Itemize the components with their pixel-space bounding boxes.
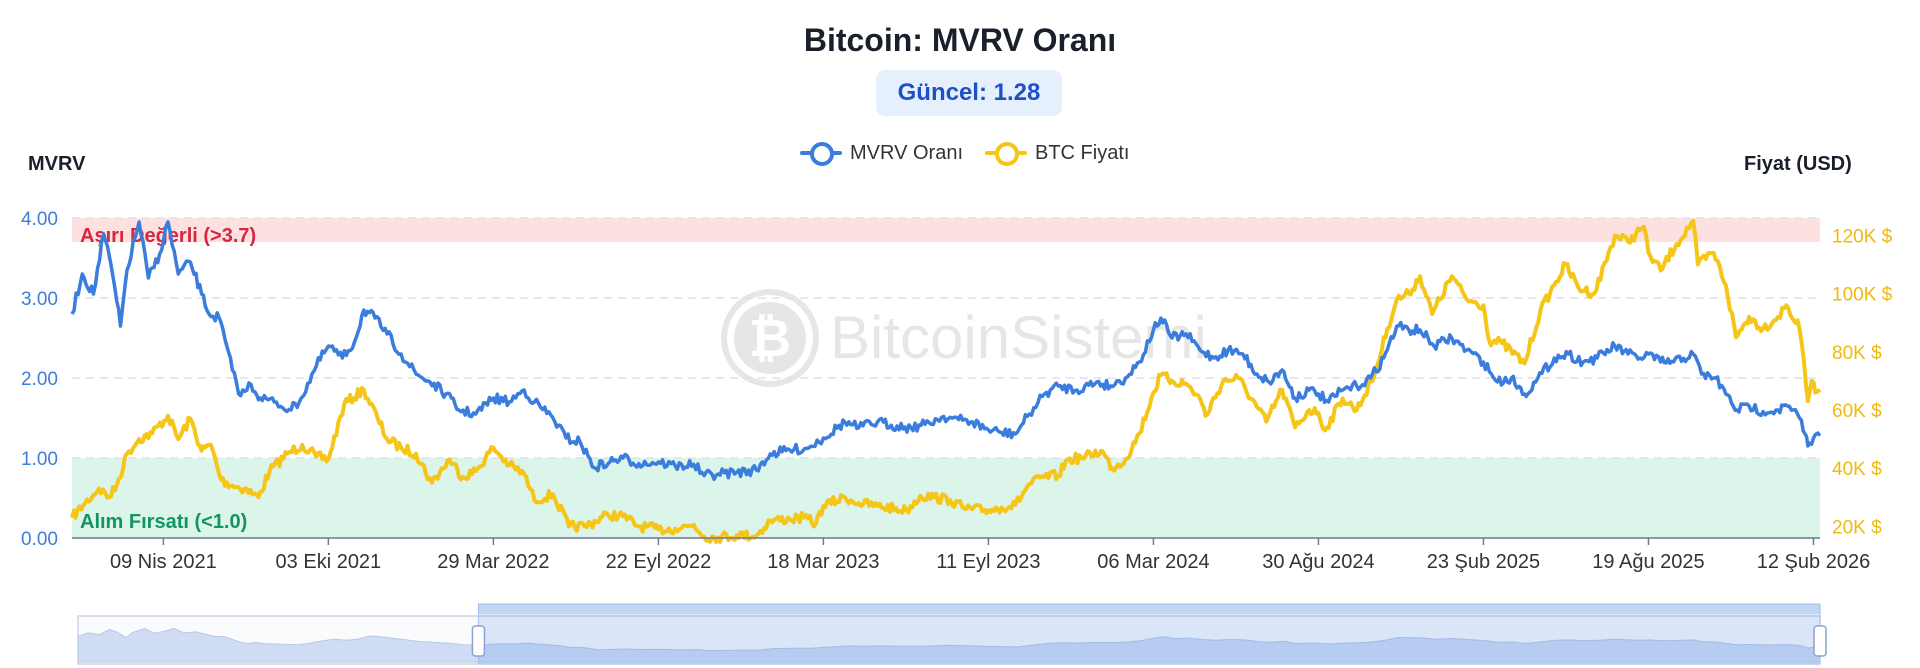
y-right-tick-label: 40K $ — [1832, 459, 1882, 480]
y-right-tick-label: 60K $ — [1832, 401, 1882, 422]
series-layer — [70, 218, 1822, 544]
watermark-ring — [721, 289, 819, 387]
x-tick-label: 12 Şub 2026 — [1757, 551, 1870, 573]
legend-btc-marker — [985, 140, 1027, 166]
series-line-btc-price — [70, 218, 1822, 544]
navigator[interactable] — [77, 603, 1827, 665]
x-tick-label: 03 Eki 2021 — [276, 551, 382, 573]
y-left-tick-label: 0.00 — [21, 529, 58, 550]
legend-mvrv-marker — [800, 140, 842, 166]
legend-item-btc-price[interactable]: BTC Fiyatı — [985, 140, 1129, 166]
y-right-tick-label: 80K $ — [1832, 343, 1882, 364]
y-left-tick-label: 3.00 — [21, 289, 58, 310]
x-tick-label: 23 Şub 2025 — [1427, 551, 1540, 573]
watermark-coin — [734, 302, 806, 374]
y-left-tick-label: 4.00 — [21, 209, 58, 230]
navigator-handle-right[interactable] — [1813, 625, 1827, 657]
x-tick-label: 06 Mar 2024 — [1097, 551, 1209, 573]
x-tick-label: 22 Eyl 2022 — [606, 551, 712, 573]
series-line-mvrv — [70, 220, 1822, 482]
legend-btc-label: BTC Fiyatı — [1035, 141, 1130, 164]
x-tick-label: 19 Ağu 2025 — [1592, 551, 1704, 573]
navigator-drag-bar[interactable] — [478, 604, 1820, 614]
legend-item-mvrv[interactable]: MVRV Oranı — [800, 140, 963, 166]
band-overvalued — [72, 218, 1820, 242]
y-axis-left-title: MVRV — [28, 153, 86, 175]
x-tick-label: 18 Mar 2023 — [767, 551, 879, 573]
watermark-text: BitcoinSistemi — [830, 304, 1207, 371]
y-right-tick-label: 120K $ — [1832, 226, 1893, 247]
navigator-area — [77, 627, 1821, 663]
x-tick-label: 11 Eyl 2023 — [936, 551, 1040, 573]
watermark-coin-symbol: ₿ — [749, 310, 791, 368]
legend: MVRV Oranı BTC Fiyatı — [800, 140, 1151, 166]
x-tick-label: 09 Nis 2021 — [110, 551, 217, 573]
axes-layer: 0.00 1.00 2.00 3.00 4.00 20K $ 40K $ 60K $ 80K $… — [21, 209, 1893, 573]
y-left-tick-label: 1.00 — [21, 449, 58, 470]
navigator-selection[interactable] — [477, 603, 1821, 665]
y-right-tick-label: 100K $ — [1832, 285, 1893, 306]
x-tick-label: 29 Mar 2022 — [437, 551, 549, 573]
y-left-tick-label: 2.00 — [21, 369, 58, 390]
band-label-overvalued: Aşırı Değerli (>3.7) — [80, 225, 256, 247]
y-right-tick-label: 20K $ — [1832, 517, 1882, 538]
chart-title: Bitcoin: MVRV Oranı — [803, 22, 1117, 58]
legend-mvrv-label: MVRV Oranı — [850, 141, 963, 164]
navigator-handle-left[interactable] — [471, 625, 486, 657]
watermark-logo: ₿ BitcoinSistemi — [721, 289, 1207, 387]
band-label-buy-zone: Alım Fırsatı (<1.0) — [80, 511, 247, 533]
x-tick-label: 30 Ağu 2024 — [1262, 551, 1374, 573]
y-axis-right-title: Fiyat (USD) — [1744, 153, 1852, 175]
